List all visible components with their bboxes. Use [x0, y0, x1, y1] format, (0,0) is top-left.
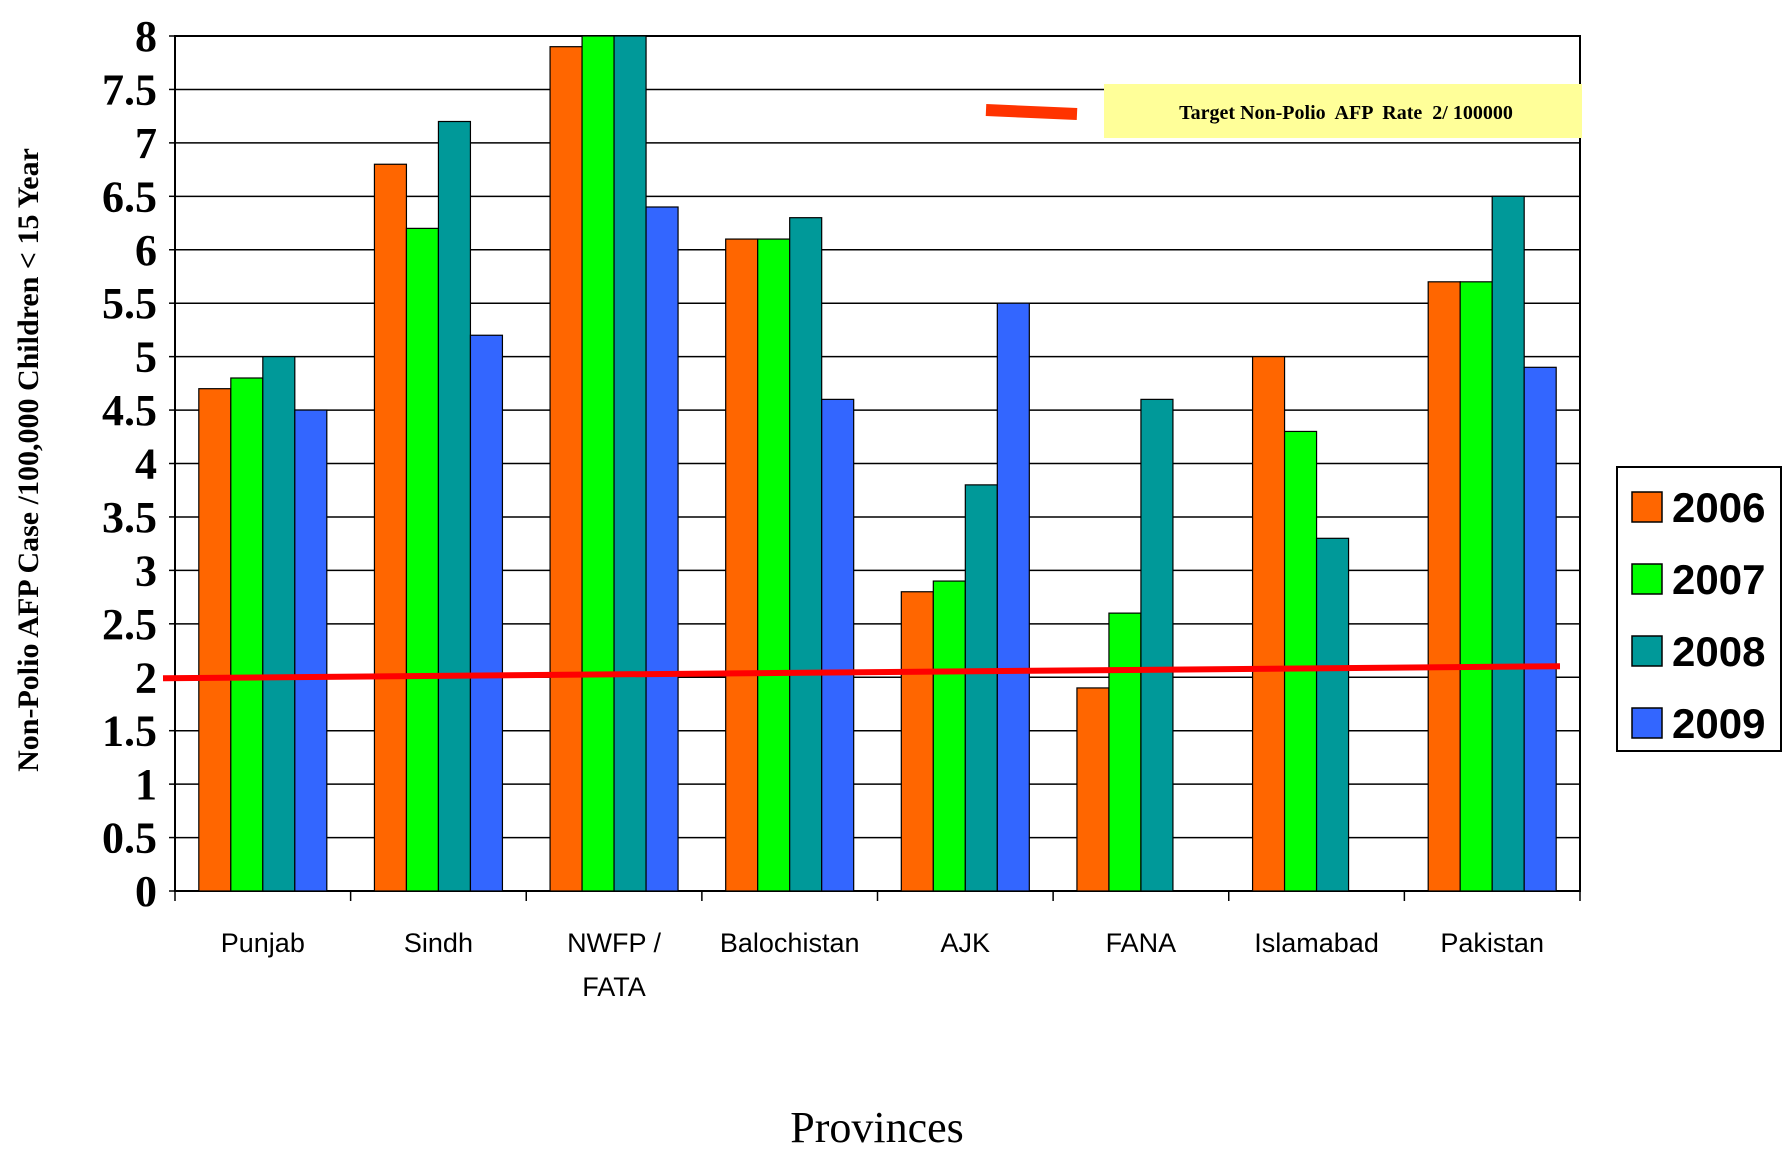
target-line — [162, 663, 1561, 682]
bars — [198, 35, 1557, 892]
bar-2007 — [1108, 612, 1142, 892]
x-tick-label: FATA — [582, 972, 646, 1002]
bar-2006 — [1427, 281, 1461, 892]
bar-2006 — [900, 591, 934, 892]
x-tick-label: Punjab — [221, 928, 305, 958]
y-tick-label: 0 — [135, 867, 157, 916]
bar-2009 — [469, 334, 504, 892]
y-tick-label: 3.5 — [102, 493, 157, 542]
target-annotation: Target Non-Polio AFP Rate 2/ 100000 — [985, 84, 1582, 138]
y-axis-ticks: 00.5 11.5 22.5 33.54 4.55 5.56 6.57 7.58 — [102, 12, 175, 916]
bar-2006 — [1251, 356, 1286, 892]
x-axis-label: Provinces — [790, 1103, 964, 1152]
y-tick-label: 7 — [135, 119, 157, 168]
bar-2007 — [932, 580, 966, 892]
bar-2009 — [821, 398, 855, 892]
y-tick-label: 5.5 — [102, 279, 157, 328]
annotation-box — [1104, 84, 1582, 138]
bar-2007 — [581, 35, 615, 892]
y-tick-label: 4.5 — [102, 386, 157, 435]
x-axis-ticks: Punjab Sindh NWFP / FATA Balochistan AJK FANA I… — [174, 891, 1581, 1002]
y-tick-label: 2.5 — [102, 600, 157, 649]
bar-2009 — [1523, 366, 1557, 892]
x-tick-label: FANA — [1106, 928, 1177, 958]
legend-swatch-2006 — [1631, 491, 1663, 523]
bar-2008 — [613, 35, 647, 892]
legend-label: 2007 — [1672, 556, 1765, 603]
legend-swatch-2008 — [1631, 635, 1663, 667]
y-tick-label: 4 — [135, 440, 157, 489]
y-tick-label: 5 — [135, 333, 157, 382]
bar-2008 — [262, 356, 296, 892]
y-tick-label: 0.5 — [102, 814, 157, 863]
bar-2007 — [757, 238, 791, 892]
bar-2008 — [964, 484, 998, 892]
bar-2006 — [198, 388, 232, 892]
y-axis-label: Non-Polio AFP Case /100,000 Children < 1… — [12, 148, 45, 772]
target-line-group — [162, 663, 1561, 682]
x-tick-label: Sindh — [404, 928, 473, 958]
bar-2007 — [405, 227, 440, 892]
y-tick-label: 7.5 — [102, 65, 157, 114]
x-tick-label: Islamabad — [1254, 928, 1379, 958]
bar-2006 — [549, 46, 583, 892]
bar-2008 — [1315, 537, 1350, 892]
bar-2009 — [996, 302, 1030, 892]
y-tick-label: 2 — [135, 653, 157, 702]
bar-2006 — [373, 163, 408, 892]
legend-label: 2009 — [1672, 700, 1765, 747]
x-tick-label: AJK — [941, 928, 991, 958]
x-tick-label: Pakistan — [1440, 928, 1544, 958]
bar-2006 — [725, 238, 759, 892]
bar-2009 — [294, 409, 328, 892]
bar-2008 — [1140, 398, 1174, 892]
legend: 2006 2007 2008 2009 — [1616, 466, 1782, 752]
bar-2006 — [1076, 687, 1110, 892]
bar-2009 — [645, 206, 679, 892]
y-tick-label: 3 — [135, 546, 157, 595]
x-tick-label: Balochistan — [720, 928, 860, 958]
x-tick-label: NWFP / — [567, 928, 661, 958]
y-tick-label: 6.5 — [102, 172, 157, 221]
legend-swatch-2009 — [1631, 707, 1663, 739]
bar-2007 — [230, 377, 264, 892]
bar-2008 — [437, 120, 472, 892]
bar-2007 — [1459, 281, 1493, 892]
legend-label: 2006 — [1672, 484, 1765, 531]
legend-label: 2008 — [1672, 628, 1765, 675]
annotation-text: Target Non-Polio AFP Rate 2/ 100000 — [1179, 102, 1513, 124]
y-tick-label: 1.5 — [102, 707, 157, 756]
y-tick-label: 8 — [135, 12, 157, 61]
bar-2008 — [1491, 195, 1525, 892]
y-tick-label: 1 — [135, 760, 157, 809]
y-tick-label: 6 — [135, 226, 157, 275]
legend-swatch-2007 — [1631, 563, 1663, 595]
bar-2007 — [1283, 430, 1318, 892]
annotation-line-sample — [985, 104, 1078, 120]
bar-2008 — [789, 217, 823, 892]
